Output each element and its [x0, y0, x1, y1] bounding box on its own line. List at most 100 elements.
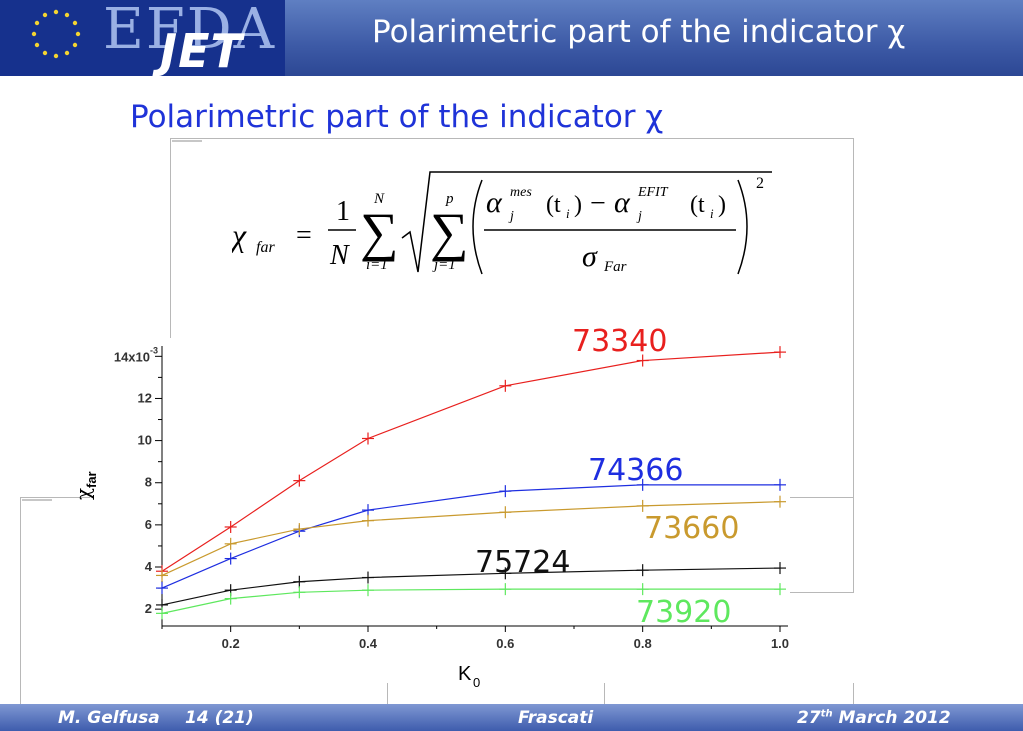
logo-jet-text: JET	[160, 24, 243, 78]
slide-footer: M. Gelfusa 14 (21) Frascati 27th March 2…	[0, 704, 1023, 731]
plot-frame-right-top	[790, 497, 854, 498]
data-point-73660	[156, 569, 168, 582]
data-point-73340	[362, 432, 374, 445]
y-tick-label: 6	[145, 517, 152, 532]
embedded-frame-bottom	[790, 592, 854, 593]
data-point-73920	[362, 584, 374, 597]
data-point-73660	[224, 537, 237, 550]
data-point-75724	[293, 575, 306, 588]
formula-ti2: (t	[690, 192, 705, 218]
plot-frame-v4	[853, 683, 854, 704]
formula-i2: i	[710, 206, 714, 221]
x-tick-label: 0.4	[359, 636, 378, 651]
y-axis-label: χ	[71, 488, 95, 500]
data-point-73340	[224, 520, 237, 533]
data-point-74366	[156, 582, 168, 595]
x-axis-label-sub: 0	[473, 675, 480, 690]
data-point-75724	[636, 564, 649, 577]
footer-date: 27th March 2012	[797, 708, 951, 728]
embedded-object-marker	[22, 499, 52, 501]
slide-header: EFDA JET Polarimetric part of the indica…	[0, 0, 1023, 76]
data-point-73340	[774, 346, 786, 359]
x-tick-label: 0.6	[496, 636, 514, 651]
formula-j1: j	[508, 209, 514, 224]
sqrt-icon	[401, 171, 772, 273]
series-annotation-75724: 75724	[475, 545, 570, 580]
data-point-73340	[636, 354, 649, 367]
data-point-73920	[774, 583, 786, 596]
data-point-73920	[499, 583, 512, 596]
data-point-74366	[499, 485, 512, 498]
data-point-73920	[156, 607, 168, 620]
data-point-73660	[636, 499, 649, 512]
sum1-icon: ∑	[360, 202, 399, 262]
formula-close1: )	[574, 192, 582, 218]
formula-sum1-bot: i=1	[366, 257, 388, 273]
formula-alpha1: α	[486, 186, 503, 219]
x-axis-label: K	[458, 663, 472, 685]
formula-j2: j	[636, 209, 642, 224]
formula-sum2-top: p	[445, 191, 454, 207]
data-point-74366	[636, 478, 649, 491]
y-axis-label-sub: far	[84, 471, 99, 488]
chi-far-formula: χ far = 1 N N ∑ i=1 p ∑ j=1 α mes j (t i…	[232, 171, 772, 275]
plot-frame-v1	[20, 497, 21, 704]
embedded-object-marker	[172, 140, 202, 142]
formula-close2: )	[718, 192, 726, 218]
formula-minus: −	[590, 188, 606, 219]
formula-mes: mes	[510, 185, 532, 200]
footer-location: Frascati	[518, 708, 594, 728]
data-point-73660	[293, 523, 306, 536]
formula-chi: χ	[232, 217, 247, 253]
right-paren-icon	[737, 179, 748, 275]
footer-date-day: 27	[797, 708, 821, 728]
formula-ti1: (t	[546, 192, 561, 218]
formula-sum1-top: N	[373, 191, 385, 207]
footer-author: M. Gelfusa	[58, 708, 160, 728]
series-annotation-74366: 74366	[588, 453, 683, 488]
formula-efit: EFIT	[637, 185, 669, 200]
y-tick-label: 10	[138, 433, 152, 448]
data-point-75724	[499, 567, 512, 580]
y-tick-label: 12	[138, 390, 152, 405]
eu-stars-icon	[31, 9, 81, 59]
data-point-73340	[499, 379, 512, 392]
formula-i1: i	[566, 206, 570, 221]
chart-series	[156, 346, 786, 620]
data-point-75724	[774, 562, 786, 575]
data-point-73920	[293, 586, 306, 599]
formula-sigma-sub: Far	[603, 259, 627, 275]
data-point-74366	[362, 504, 374, 517]
x-tick-label: 0.8	[634, 636, 652, 651]
formula-N: N	[329, 240, 350, 271]
formula-sigma: σ	[582, 240, 598, 273]
data-point-74366	[224, 552, 237, 565]
formula-sum2-bot: j=1	[432, 257, 456, 273]
data-point-75724	[362, 571, 374, 584]
x-tick-label: 0.2	[222, 636, 240, 651]
data-point-73920	[224, 592, 237, 605]
x-tick-label: 1.0	[771, 636, 789, 651]
data-point-73660	[774, 495, 786, 508]
data-point-73660	[362, 514, 374, 527]
data-point-73660	[499, 506, 512, 519]
data-point-73340	[293, 474, 306, 487]
data-point-73920	[636, 583, 649, 596]
y-tick-label: 2	[145, 601, 152, 616]
y-scale-label: 14x10	[114, 349, 150, 364]
footer-date-sup: th	[820, 708, 833, 720]
footer-page-number: 14 (21)	[185, 708, 254, 728]
plot-frame-left	[20, 497, 90, 498]
formula-equals: =	[296, 220, 312, 251]
series-annotation-73920: 73920	[636, 595, 731, 630]
series-annotation-73340: 73340	[572, 324, 667, 359]
formula-chi-sub: far	[256, 239, 275, 256]
slide-title: Polarimetric part of the indicator χ	[130, 99, 664, 135]
header-title: Polarimetric part of the indicator χ	[372, 14, 906, 50]
embedded-frame-top	[170, 138, 854, 139]
left-paren-icon	[472, 179, 483, 275]
efda-jet-logo: EFDA JET	[0, 0, 285, 76]
formula-alpha2: α	[614, 186, 631, 219]
embedded-frame-right	[853, 138, 854, 593]
